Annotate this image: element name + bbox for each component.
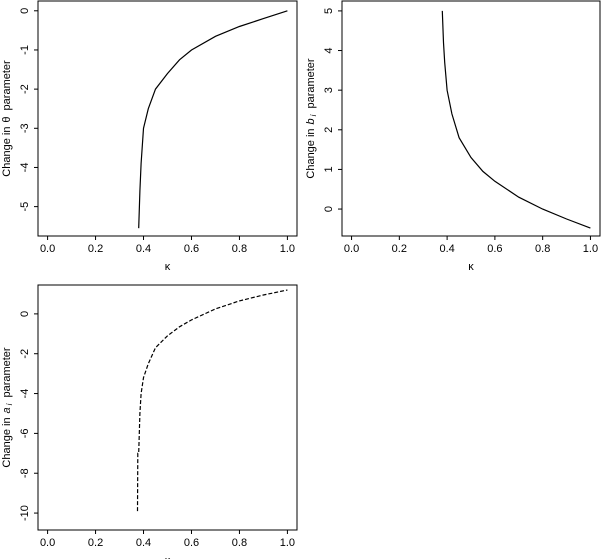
y-tick-label: 2	[323, 127, 335, 133]
y-tick-label: 4	[323, 47, 335, 53]
x-tick-label: 0.8	[535, 243, 550, 255]
x-tick-label: 0.2	[88, 537, 103, 549]
x-tick-label: 0.4	[439, 243, 454, 255]
data-line	[136, 289, 288, 512]
y-tick-label: -3	[19, 123, 31, 133]
y-label-symbol: a	[1, 407, 13, 413]
y-tick-label: 0	[19, 8, 31, 14]
y-tick-label: -10	[19, 505, 31, 521]
y-tick-label: -4	[19, 163, 31, 173]
x-tick-label: 0.2	[392, 243, 407, 255]
x-tick-label: 0.8	[232, 243, 247, 255]
y-label-prefix: Change in	[1, 127, 13, 177]
y-axis-label: Change in ai parameter	[1, 347, 14, 468]
x-tick-label: 0.0	[344, 243, 359, 255]
panel: 0.0 0.2 0.4 0.6 0.8 1.0 0 1 2 3 4 5 κ Change in bi para…	[305, 0, 601, 273]
panel: 0.0 0.2 0.4 0.6 0.8 1.0 -5 -4 -3 -2 -1 0 κ Change in θ…	[1, 0, 298, 273]
x-tick-label: 1.0	[583, 243, 598, 255]
data-line	[138, 10, 288, 229]
y-label-prefix: Change in	[1, 417, 13, 467]
y-tick-label: 0	[19, 311, 31, 317]
x-tick-label: 0.4	[136, 537, 151, 549]
plot-frame	[37, 284, 298, 531]
y-tick-label: 0	[323, 206, 335, 212]
y-label-subscript: i	[309, 114, 318, 116]
y-label-subscript: i	[5, 403, 14, 405]
y-label-suffix: parameter	[1, 347, 13, 397]
x-axis-label: κ	[468, 261, 474, 273]
y-tick-label: 3	[323, 87, 335, 93]
x-tick-label: 0.0	[40, 243, 55, 255]
x-tick-label: 0.2	[88, 243, 103, 255]
x-tick-label: 1.0	[280, 243, 295, 255]
y-tick-label: 5	[323, 8, 335, 14]
y-tick-label: -1	[19, 45, 31, 55]
panel: 0.0 0.2 0.4 0.6 0.8 1.0 -10 -8 -6 -4 -2 0 κ Change in…	[1, 284, 298, 559]
y-label-symbol: θ	[1, 116, 13, 122]
plot-frame	[37, 0, 298, 237]
x-tick-label: 0.6	[184, 243, 199, 255]
x-tick-label: 0.6	[487, 243, 502, 255]
x-tick-label: 0.8	[232, 537, 247, 549]
y-label-symbol: b	[305, 118, 317, 124]
y-label-prefix: Change in	[305, 128, 317, 178]
y-tick-label: -2	[19, 349, 31, 359]
y-axis-label: Change in bi parameter	[305, 58, 318, 179]
plot-frame	[341, 0, 601, 237]
y-tick-label: -5	[19, 202, 31, 212]
y-tick-label: 1	[323, 166, 335, 172]
y-tick-label: -4	[19, 389, 31, 399]
y-label-suffix: parameter	[1, 60, 13, 110]
data-line	[441, 10, 591, 229]
x-tick-label: 0.4	[136, 243, 151, 255]
y-label-suffix: parameter	[305, 58, 317, 108]
x-tick-label: 0.6	[184, 537, 199, 549]
x-tick-label: 1.0	[280, 537, 295, 549]
y-tick-label: -6	[19, 429, 31, 439]
x-axis-label: κ	[165, 261, 171, 273]
x-axis-label: κ	[165, 555, 171, 559]
x-tick-label: 0.0	[40, 537, 55, 549]
y-axis-label: Change in θ parameter	[1, 60, 13, 177]
y-tick-label: -2	[19, 84, 31, 94]
y-tick-label: -8	[19, 468, 31, 478]
